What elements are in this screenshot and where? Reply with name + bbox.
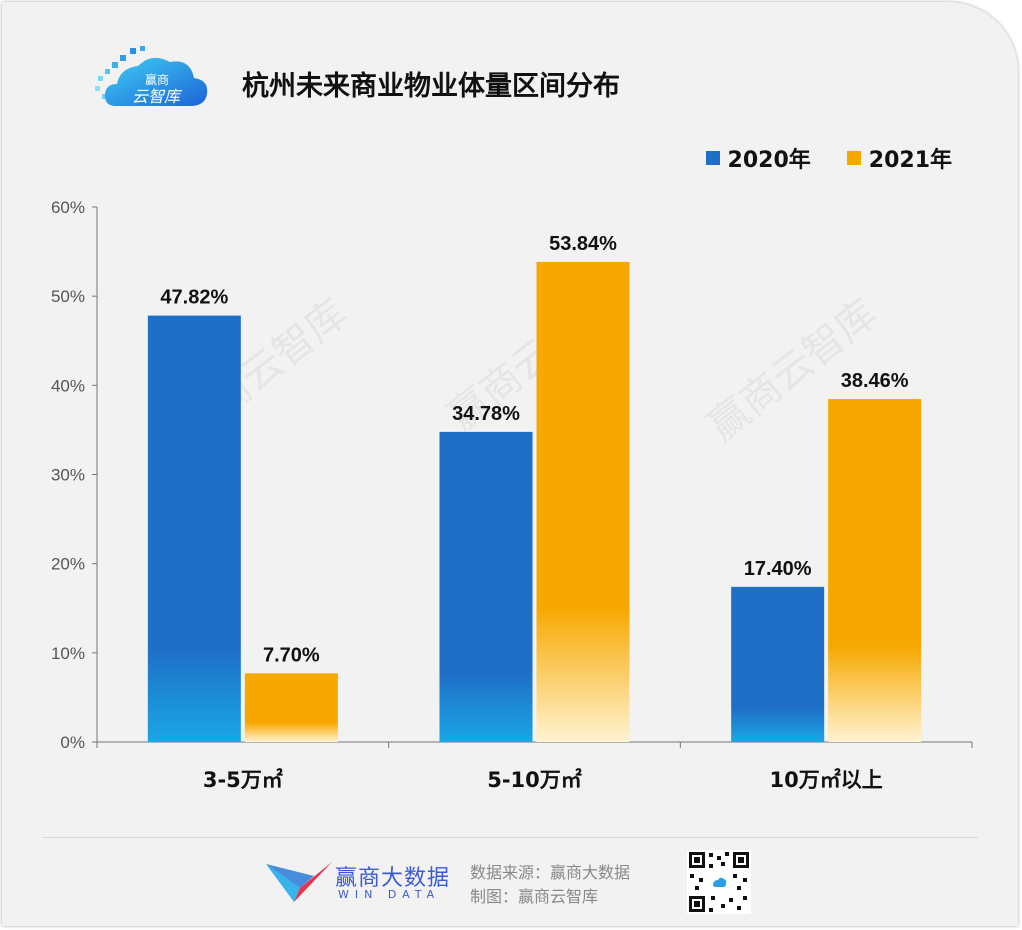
footer-brand-en: WIN DATA [338, 888, 441, 901]
legend: 2020年 2021年 [705, 142, 952, 174]
data-label: 17.40% [744, 558, 812, 580]
yingshang-cloud-logo: 赢商 云智库 [95, 46, 208, 106]
svg-text:赢商: 赢商 [145, 72, 169, 87]
y-tick-label: 0% [60, 733, 85, 752]
bar-2020 [439, 431, 533, 742]
y-tick-label: 60% [51, 198, 85, 217]
legend-label-2021: 2021年 [868, 148, 952, 173]
bar-2020 [147, 315, 241, 742]
bar-2020 [731, 586, 825, 742]
data-label: 34.78% [452, 403, 520, 425]
source-line: 数据来源：赢商大数据 [470, 863, 631, 882]
footer-divider [42, 837, 978, 838]
y-tick-label: 30% [51, 466, 85, 485]
y-tick-label: 50% [51, 287, 85, 306]
data-label: 53.84% [549, 233, 617, 255]
chart-title: 杭州未来商业物业体量区间分布 [242, 71, 620, 102]
windata-logo-icon [266, 862, 332, 902]
maker-line: 制图：赢商云智库 [470, 887, 599, 906]
qr-code-icon[interactable] [687, 850, 751, 914]
x-category-label: 3-5万㎡ [203, 768, 283, 792]
y-tick-label: 40% [51, 376, 85, 395]
legend-label-2020: 2020年 [727, 148, 811, 173]
footer-brand-cn: 赢商大数据 [335, 866, 451, 891]
legend-item-2020: 2020年 [705, 142, 811, 174]
bar-2021 [244, 673, 338, 742]
bar-2021 [828, 399, 922, 742]
data-label: 38.46% [841, 370, 909, 392]
data-label: 7.70% [263, 644, 320, 666]
x-category-label: 10万㎡以上 [770, 768, 883, 792]
y-tick-label: 20% [51, 555, 85, 574]
bar-2021 [536, 261, 630, 742]
legend-swatch-2021 [846, 151, 861, 165]
legend-swatch-2020 [705, 151, 720, 165]
x-category-label: 5-10万㎡ [487, 768, 582, 792]
svg-text:云智库: 云智库 [132, 87, 183, 106]
bars: 47.82% 7.70% 34.78% 53.84% 17.40% 38.46% [147, 233, 922, 742]
watermarks: 赢商云智库 赢商云智库 赢商云智库 [170, 280, 886, 449]
legend-item-2021: 2021年 [846, 142, 952, 174]
axes: 0% 10% 20% 30% 40% 50% 60% 3-5万㎡ 5-10万㎡ 10万㎡以上 [51, 198, 973, 792]
data-label: 47.82% [160, 287, 228, 309]
y-tick-label: 10% [51, 644, 85, 663]
bar-chart: 赢商云智库 赢商云智库 赢商云智库 0% 10% 20% 30% 40% 50% 60% 3-5万… [51, 198, 973, 792]
footer-source: 数据来源：赢商大数据 制图：赢商云智库 [470, 861, 630, 909]
